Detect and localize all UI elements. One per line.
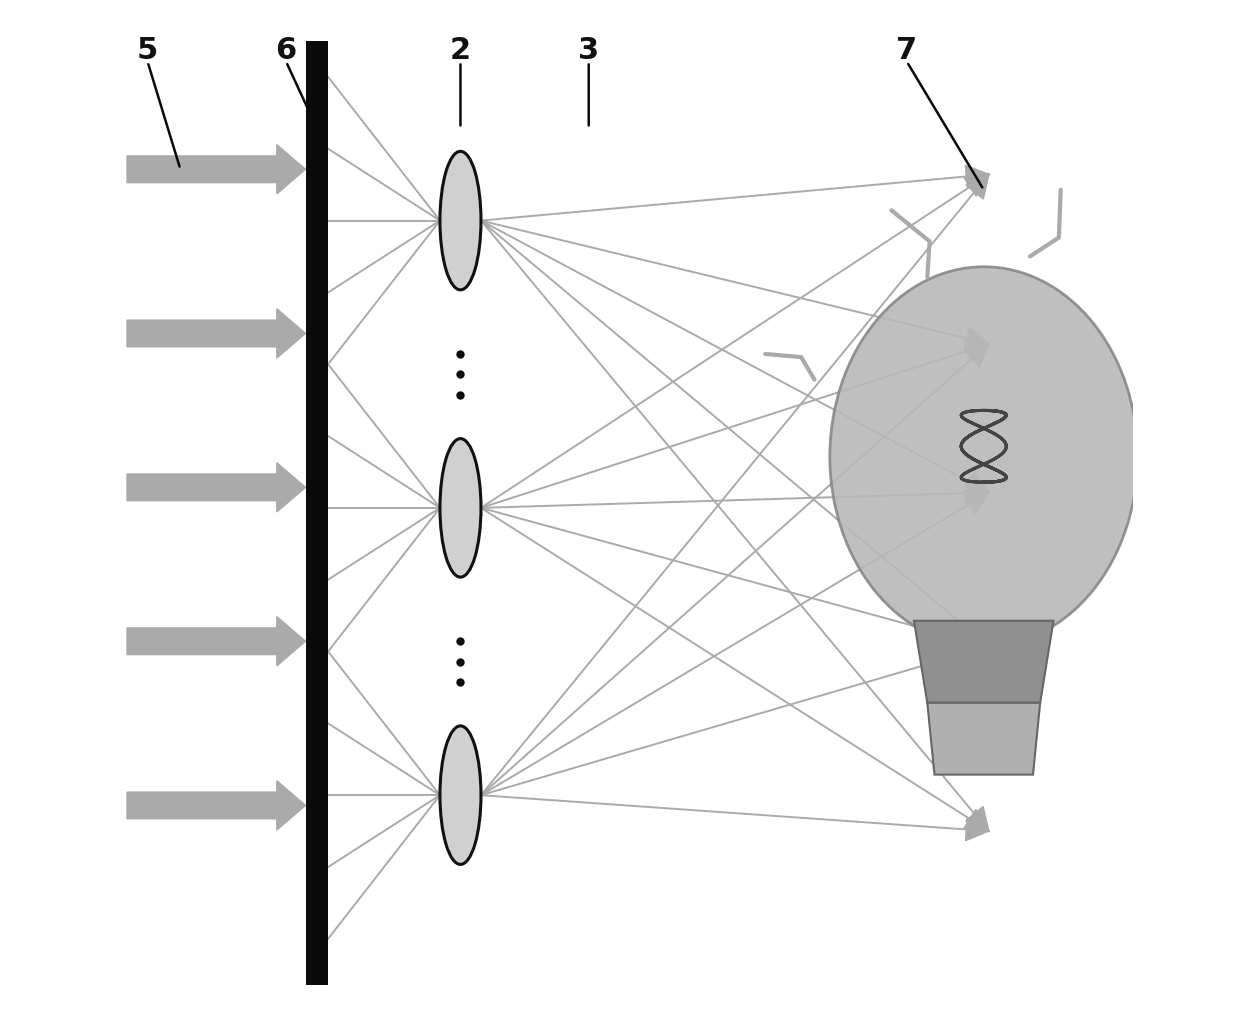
FancyArrow shape <box>966 482 989 505</box>
FancyArrow shape <box>964 472 989 492</box>
Polygon shape <box>927 703 1041 775</box>
FancyArrow shape <box>964 174 989 196</box>
Ellipse shape <box>830 267 1137 646</box>
FancyArrow shape <box>965 806 989 831</box>
Polygon shape <box>914 621 1053 703</box>
FancyArrow shape <box>128 309 306 358</box>
Text: 6: 6 <box>275 36 296 65</box>
FancyArrow shape <box>964 492 989 514</box>
FancyArrow shape <box>964 327 989 350</box>
FancyArrow shape <box>964 344 989 367</box>
Text: 7: 7 <box>896 36 917 65</box>
FancyArrow shape <box>966 174 989 199</box>
FancyArrow shape <box>964 630 989 652</box>
Text: 3: 3 <box>579 36 600 65</box>
Text: 5: 5 <box>138 36 159 65</box>
FancyArrow shape <box>965 165 989 188</box>
FancyArrow shape <box>964 642 989 664</box>
FancyArrow shape <box>128 617 306 666</box>
Ellipse shape <box>440 726 481 864</box>
FancyArrow shape <box>964 340 989 361</box>
FancyArrow shape <box>128 145 306 194</box>
FancyArrow shape <box>128 463 306 512</box>
Ellipse shape <box>440 439 481 577</box>
FancyArrow shape <box>965 818 989 840</box>
Bar <box>306 41 328 985</box>
Ellipse shape <box>440 151 481 289</box>
Text: 2: 2 <box>450 36 471 65</box>
FancyArrow shape <box>964 623 989 646</box>
FancyArrow shape <box>128 781 306 830</box>
FancyArrow shape <box>964 810 989 831</box>
